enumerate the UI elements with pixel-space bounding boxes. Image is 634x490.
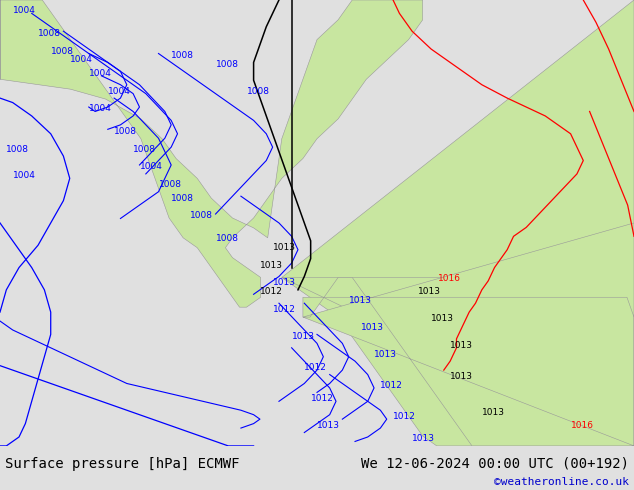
Text: 1008: 1008 bbox=[114, 127, 137, 136]
Text: 1004: 1004 bbox=[139, 163, 162, 172]
Text: 1008: 1008 bbox=[171, 194, 194, 203]
Text: 1013: 1013 bbox=[412, 435, 435, 443]
Text: 1013: 1013 bbox=[450, 341, 473, 350]
Text: We 12-06-2024 00:00 UTC (00+192): We 12-06-2024 00:00 UTC (00+192) bbox=[361, 457, 629, 471]
Text: 1012: 1012 bbox=[260, 287, 283, 296]
Text: 1008: 1008 bbox=[190, 212, 213, 220]
Text: 1008: 1008 bbox=[133, 145, 156, 153]
Text: 1008: 1008 bbox=[6, 145, 29, 153]
Text: 1004: 1004 bbox=[13, 6, 36, 15]
Text: 1008: 1008 bbox=[171, 51, 194, 60]
Text: 1008: 1008 bbox=[216, 234, 238, 243]
Text: 1008: 1008 bbox=[158, 180, 181, 189]
Polygon shape bbox=[303, 223, 634, 446]
Text: 1013: 1013 bbox=[273, 243, 295, 252]
Text: 1013: 1013 bbox=[317, 421, 340, 430]
Text: 1013: 1013 bbox=[273, 278, 295, 287]
Text: Surface pressure [hPa] ECMWF: Surface pressure [hPa] ECMWF bbox=[5, 457, 240, 471]
Text: 1008: 1008 bbox=[216, 60, 238, 69]
Text: 1008: 1008 bbox=[51, 47, 74, 55]
Text: ©weatheronline.co.uk: ©weatheronline.co.uk bbox=[494, 477, 629, 487]
Text: 1013: 1013 bbox=[349, 296, 372, 305]
Text: 1012: 1012 bbox=[304, 363, 327, 372]
Polygon shape bbox=[281, 0, 634, 446]
Text: 1016: 1016 bbox=[437, 274, 460, 283]
Text: 1004: 1004 bbox=[70, 55, 93, 64]
Text: 1004: 1004 bbox=[13, 172, 36, 180]
Text: 1013: 1013 bbox=[482, 408, 505, 416]
Text: 1008: 1008 bbox=[247, 87, 270, 96]
Text: 1013: 1013 bbox=[292, 332, 314, 341]
Text: 1013: 1013 bbox=[260, 261, 283, 270]
Text: 1004: 1004 bbox=[108, 87, 131, 96]
Text: 1013: 1013 bbox=[431, 314, 454, 323]
Text: 1013: 1013 bbox=[450, 372, 473, 381]
Text: 1012: 1012 bbox=[380, 381, 403, 390]
Text: 1013: 1013 bbox=[374, 350, 397, 359]
Text: 1013: 1013 bbox=[361, 323, 384, 332]
Text: 1004: 1004 bbox=[89, 69, 112, 78]
Polygon shape bbox=[0, 0, 423, 307]
Text: 1012: 1012 bbox=[311, 394, 333, 403]
Text: 1004: 1004 bbox=[89, 104, 112, 114]
Text: 1016: 1016 bbox=[571, 421, 593, 430]
Text: 1008: 1008 bbox=[38, 29, 61, 38]
Text: 1013: 1013 bbox=[418, 287, 441, 296]
Text: 1012: 1012 bbox=[273, 305, 295, 314]
Text: 1012: 1012 bbox=[393, 412, 416, 421]
